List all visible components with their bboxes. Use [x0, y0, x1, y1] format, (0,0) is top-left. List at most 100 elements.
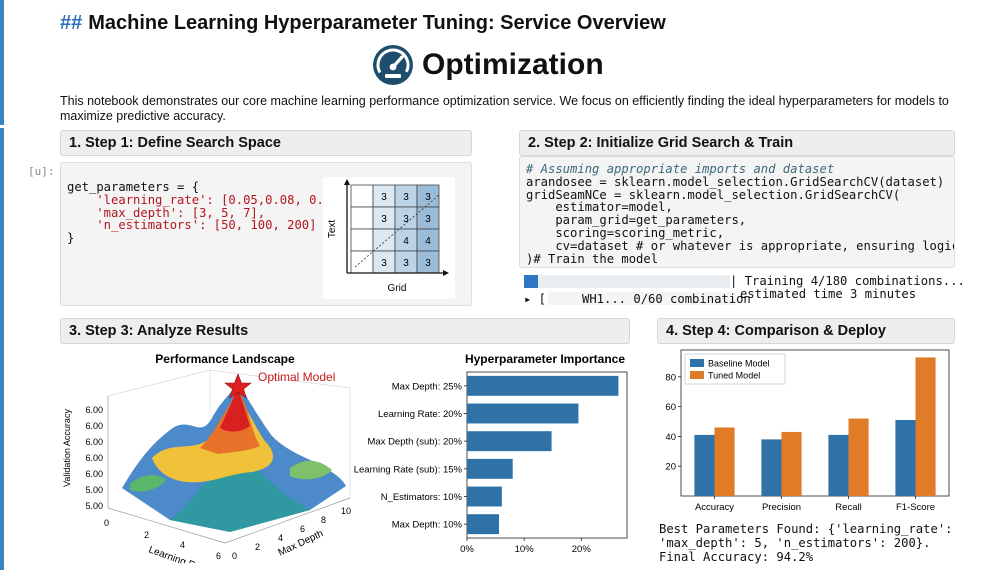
code-line: 'learning_rate': [0.05,0.08, 0.1], [67, 192, 346, 207]
step2-code: # Assuming appropriate imports and datas… [526, 163, 955, 265]
importance-bar [467, 375, 619, 396]
training-progress-fill [524, 275, 539, 288]
importance-label: Learning Rate: 20% [378, 409, 463, 420]
grid-cell [350, 184, 374, 208]
y-tick: 2 [255, 542, 260, 552]
grid-cell-value: 3 [381, 258, 387, 269]
importance-bar [467, 486, 502, 507]
z-tick: 6.00 [85, 453, 103, 463]
step2-heading: 2. Step 2: Initialize Grid Search & Trai… [519, 130, 955, 156]
importance-xtick-label: 20% [572, 544, 592, 555]
importance-label: Learning Rate (sub): 15% [354, 464, 463, 475]
comparison-xtick-label: Accuracy [695, 502, 734, 513]
code-line: 'max_depth': [3, 5, 7], [67, 205, 266, 220]
importance-title: Hyperparameter Importance [465, 352, 625, 366]
x-tick: 2 [144, 530, 149, 540]
grid-diagonal [354, 194, 440, 268]
y-tick: 4 [278, 533, 283, 543]
surface-back-panels [107, 369, 351, 498]
secondary-progress-bar [548, 292, 736, 305]
importance-label: Max Depth: 10% [392, 520, 463, 531]
grid-cell-value: 3 [403, 258, 409, 269]
page-title: ## Machine Learning Hyperparameter Tuning… [60, 12, 666, 35]
output-line: 'max_depth': 5, 'n_estimators': 200}. [659, 536, 931, 550]
code-line: gridSeamNCe = sklearn.model_selection.Gr… [526, 187, 901, 202]
x-axis-label: Learning Rate [147, 544, 210, 563]
grid-cell-value: 3 [425, 214, 431, 225]
grid-cell-value: 3 [381, 214, 387, 225]
best-parameters-output: Best Parameters Found: {'learning_rate':… [659, 522, 957, 564]
step1-heading: 1. Step 1: Define Search Space [60, 130, 472, 156]
grid-ylabel: Text [327, 220, 338, 239]
legend-label: Baseline Model [708, 359, 770, 369]
code-line: scoring=scoring_metric, [526, 225, 725, 240]
comparison-bar [714, 427, 735, 496]
step1-code-cell[interactable]: get_parameters = { 'learning_rate': [0.0… [60, 162, 472, 306]
comparison-xtick-label: Recall [835, 502, 861, 513]
comparison-bar-chart: 20 40 60 80 Accuracy Precision Recall F1-Score B… [665, 349, 950, 513]
code-line: cv=dataset # or whatever is appropriate,… [526, 238, 955, 253]
grid-cell [372, 228, 396, 252]
importance-label: N_Estimators: 10% [381, 492, 463, 503]
subtitle-text: Optimization [422, 48, 604, 81]
grid-diagram: 3 3 3 3 3 3 4 4 3 3 3 Grid Text [323, 177, 455, 299]
grid-x-arrow [443, 270, 449, 276]
surface-axes-box [107, 396, 351, 544]
importance-bar [467, 431, 552, 452]
comparison-bar [828, 434, 849, 496]
grid-cell-value: 3 [425, 192, 431, 203]
surface-bump [290, 460, 332, 480]
code-line: get_parameters = { [67, 180, 200, 194]
cell-marker-bottom [0, 128, 4, 570]
comparison-bar [895, 420, 916, 496]
y-tick: 8 [321, 515, 326, 525]
comparison-frame [680, 349, 950, 497]
optimal-annotation: Optimal Model [258, 370, 335, 384]
comparison-xtick-label: F1-Score [896, 502, 935, 513]
y-tick: 6 [300, 524, 305, 534]
comparison-ytick-label: 20 [665, 462, 676, 473]
grid-cell-value: 4 [425, 236, 431, 247]
grid-cell-value: 3 [425, 258, 431, 269]
grid-cell [350, 250, 374, 274]
z-tick: 6.00 [85, 437, 103, 447]
cell-prompt: [u]: [28, 165, 55, 178]
intro-paragraph: This notebook demonstrates our core mach… [60, 94, 949, 123]
code-line: } [67, 231, 75, 246]
grid-cell-value: 3 [403, 192, 409, 203]
z-tick: 6.00 [85, 405, 103, 415]
legend-swatch [690, 371, 704, 379]
collapse-toggle[interactable]: ▸ [ [524, 292, 547, 306]
grid-cell-value: 3 [381, 192, 387, 203]
step4-heading: 4. Step 4: Comparison & Deploy [657, 318, 955, 344]
x-tick: 4 [180, 540, 185, 550]
speedometer-icon [373, 45, 413, 85]
subtitle: Optimization [372, 44, 604, 86]
optimal-star-icon [224, 373, 252, 399]
importance-label: Max Depth (sub): 20% [367, 437, 462, 448]
x-tick: 0 [104, 518, 109, 528]
surface-title: Performance Landscape [155, 352, 295, 366]
comparison-ytick-label: 60 [665, 402, 676, 413]
z-tick: 5.00 [85, 485, 103, 495]
z-tick: 6.00 [85, 469, 103, 479]
output-line: Final Accuracy: 94.2% [659, 550, 814, 564]
secondary-progress-label: WH1... 0/60 combination [582, 292, 751, 306]
surface-bump [130, 475, 166, 492]
output-line: Best Parameters Found: {'learning_rate':… [659, 522, 953, 536]
legend-label: Tuned Model [708, 371, 760, 381]
title-prefix: ## [60, 12, 83, 34]
comparison-bar [915, 357, 936, 496]
importance-bar [467, 403, 579, 424]
grid-xlabel: Grid [388, 283, 407, 294]
step2-code-cell[interactable]: # Assuming appropriate imports and datas… [519, 156, 955, 268]
importance-bar [467, 458, 513, 479]
importance-xtick-label: 10% [515, 544, 535, 555]
performance-surface-plot: Performance Landscape Optimal Model 6.00… [62, 352, 351, 563]
importance-xtick-label: 0% [460, 544, 474, 555]
x-tick: 6 [216, 551, 221, 561]
step1-code: get_parameters = { 'learning_rate': [0.0… [67, 181, 346, 245]
training-progress-bar [524, 275, 730, 288]
importance-bar-chart: Hyperparameter Importance Max Depth: 25%… [354, 352, 628, 555]
comparison-bar [694, 434, 715, 496]
